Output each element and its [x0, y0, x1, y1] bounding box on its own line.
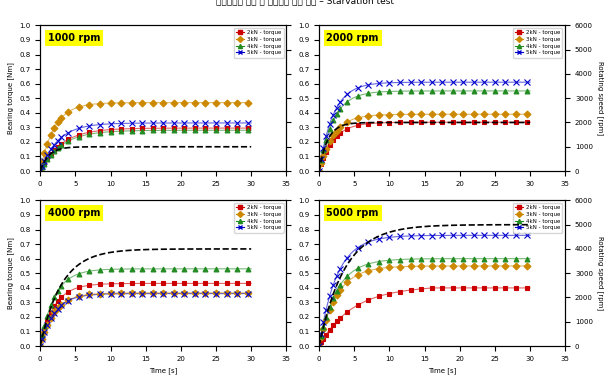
- Text: 회전속도에 따른 볼 베어링의 토크 변화 – Starvation test: 회전속도에 따른 볼 베어링의 토크 변화 – Starvation test: [216, 0, 395, 5]
- Text: 2000 rpm: 2000 rpm: [326, 33, 379, 43]
- Text: 4000 rpm: 4000 rpm: [48, 208, 100, 218]
- Y-axis label: Rotating speed [rpm]: Rotating speed [rpm]: [598, 236, 604, 310]
- Y-axis label: Rotating speed [rpm]: Rotating speed [rpm]: [598, 61, 604, 135]
- Y-axis label: Bearing torque [Nm]: Bearing torque [Nm]: [7, 62, 13, 134]
- Legend: 2kN - torque, 3kN - torque, 4kN - torque, 5kN - torque: 2kN - torque, 3kN - torque, 4kN - torque…: [233, 28, 284, 58]
- Legend: 2kN - torque, 3kN - torque, 4kN - torque, 5kN - torque: 2kN - torque, 3kN - torque, 4kN - torque…: [513, 28, 563, 58]
- Legend: 2kN - torque, 3kN - torque, 4kN - torque, 5kN - torque: 2kN - torque, 3kN - torque, 4kN - torque…: [233, 203, 284, 232]
- Text: 1000 rpm: 1000 rpm: [48, 33, 100, 43]
- Text: 5000 rpm: 5000 rpm: [326, 208, 379, 218]
- Y-axis label: Bearing torque [Nm]: Bearing torque [Nm]: [7, 237, 13, 309]
- X-axis label: Time [s]: Time [s]: [149, 367, 177, 374]
- Legend: 2kN - torque, 3kN - torque, 4kN - torque, 5kN - torque: 2kN - torque, 3kN - torque, 4kN - torque…: [513, 203, 563, 232]
- X-axis label: Time [s]: Time [s]: [428, 367, 456, 374]
